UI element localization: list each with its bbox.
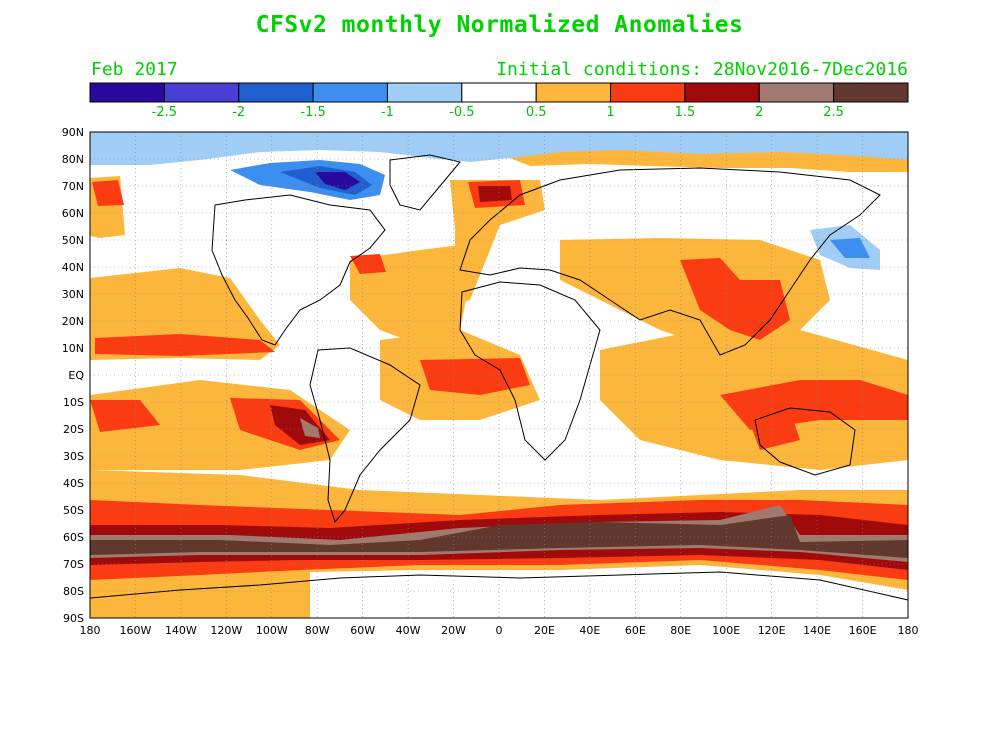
lat-tick-label: 10N [62, 342, 84, 355]
colorbar-label: 2.5 [823, 105, 844, 120]
colorbar-bin [163, 82, 240, 103]
colorbar-bin [312, 82, 388, 103]
map-area [89, 131, 909, 619]
colorbar-label: -1 [381, 105, 394, 120]
lon-tick-label: 180 [80, 624, 101, 637]
colorbar-label: 2 [755, 105, 763, 120]
map-border [89, 131, 909, 619]
anomaly-nordic-core [478, 186, 512, 202]
colorbar-label: 1.5 [675, 105, 696, 120]
lon-tick-label: 120W [210, 624, 242, 637]
lon-tick-label: 40E [579, 624, 600, 637]
lat-tick-label: 90N [62, 126, 84, 139]
colorbar-label: -0.5 [449, 105, 474, 120]
lat-tick-label: 30N [62, 288, 84, 301]
lon-tick-label: 80W [305, 624, 330, 637]
longitude-labels: 180 160W 140W 120W 100W 80W 60W 40W 20W 0 20E 40E 60… [80, 624, 919, 637]
anomaly-nordic-strong [450, 180, 545, 305]
lon-tick-label: 160W [120, 624, 152, 637]
anomaly-bering-strong [92, 180, 124, 206]
colorbar-label: -2.5 [152, 105, 177, 120]
colorbar-label: -2 [232, 105, 245, 120]
initial-conditions-label: Initial conditions: 28Nov2016-7Dec2016 [496, 59, 908, 80]
colorbar-bin [461, 82, 537, 103]
anomaly-se-pacific-core [300, 418, 320, 438]
latitude-labels: 90N 80N 70N 60N 50N 40N 30N 20N 10N EQ 10S 20S 30S 40… [62, 126, 85, 625]
coast-south-america [309, 347, 421, 524]
lat-tick-label: 80S [63, 585, 84, 598]
lat-tick-label: 70N [62, 180, 84, 193]
colorbar-bin [535, 82, 612, 103]
colorbar-label: 0.5 [526, 105, 547, 120]
colorbar-bin [89, 82, 165, 103]
valid-month-label: Feb 2017 [91, 59, 178, 80]
colorbar-bin [684, 82, 760, 103]
lat-tick-label: 50S [63, 504, 84, 517]
colorbar-label: -1.5 [300, 105, 325, 120]
anomaly-canada-core-negative [315, 172, 360, 190]
lat-tick-label: 20N [62, 315, 84, 328]
gridlines [90, 132, 908, 618]
coastlines [89, 154, 909, 601]
lat-tick-label: 70S [63, 558, 84, 571]
lat-tick-label: 30S [63, 450, 84, 463]
lon-tick-label: 160E [849, 624, 877, 637]
lat-tick-label: 50N [62, 234, 84, 247]
colorbar-bin [238, 82, 314, 103]
coast-greenland [389, 154, 461, 211]
lon-tick-label: 180 [898, 624, 919, 637]
colorbar-bin [610, 82, 686, 103]
lon-tick-label: 20W [441, 624, 466, 637]
coast-antarctica [89, 571, 909, 601]
anomaly-north-atlantic-red [350, 254, 386, 274]
anomaly-antarctic-white [310, 565, 908, 618]
lat-tick-label: 90S [63, 612, 84, 625]
lat-tick-label: 20S [63, 423, 84, 436]
anomaly-asia-red [680, 258, 790, 340]
lat-tick-label: 40N [62, 261, 84, 274]
lon-tick-label: 40W [396, 624, 421, 637]
lon-tick-label: 140E [803, 624, 831, 637]
anomaly-tropical-atlantic-red [420, 358, 530, 395]
lon-tick-label: 60E [625, 624, 646, 637]
coast-australia [754, 407, 856, 476]
lon-tick-label: 100W [256, 624, 288, 637]
colorbar-bin [386, 82, 463, 103]
lon-tick-label: 20E [534, 624, 555, 637]
lat-tick-label: 40S [63, 477, 84, 490]
lat-tick-label: EQ [68, 369, 84, 382]
coast-africa [459, 281, 601, 461]
anomaly-arctic-orange [510, 150, 908, 172]
lon-tick-label: 140W [165, 624, 197, 637]
lon-tick-label: 100E [712, 624, 740, 637]
lat-tick-label: 60S [63, 531, 84, 544]
lon-tick-label: 120E [758, 624, 786, 637]
colorbar: -2.5 -2 -1.5 -1 -0.5 0.5 1 1.5 2 2.5 [89, 82, 909, 120]
colorbar-bin [758, 82, 835, 103]
anomaly-pacific-nh-red [95, 334, 275, 356]
lon-tick-label: 60W [350, 624, 375, 637]
colorbar-label: 1 [606, 105, 614, 120]
coast-eurasia [459, 167, 881, 356]
colorbar-bin [833, 82, 909, 103]
anomaly-japan-neg-strong [830, 238, 870, 258]
lat-tick-label: 80N [62, 153, 84, 166]
lat-tick-label: 10S [63, 396, 84, 409]
lat-tick-label: 60N [62, 207, 84, 220]
lon-tick-label: 0 [496, 624, 503, 637]
chart-title: CFSv2 monthly Normalized Anomalies [255, 12, 744, 38]
lon-tick-label: 80E [670, 624, 691, 637]
coast-north-america [211, 194, 386, 346]
